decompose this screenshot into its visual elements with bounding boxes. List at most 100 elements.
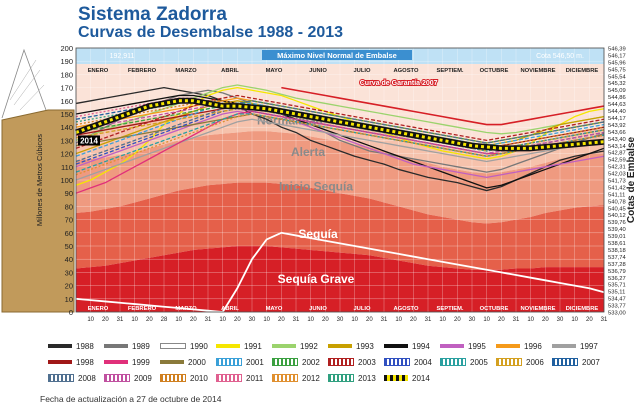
legend-item: 1996	[496, 340, 542, 352]
y-tick-label: 140	[60, 123, 73, 132]
zone-label: Sequía Grave	[278, 272, 355, 286]
month-label-bottom: OCTUBRE	[480, 306, 509, 312]
legend-label: 1997	[580, 341, 598, 351]
legend-label: 1990	[190, 341, 208, 351]
y2-tick-label: 537,28	[608, 262, 626, 268]
y-tick-label: 80	[65, 202, 73, 211]
legend-label: 1996	[524, 341, 542, 351]
legend-label: 1988	[76, 341, 94, 351]
legend-swatch	[496, 358, 522, 366]
x-tick-label: 10	[87, 317, 94, 323]
y-tick-label: 190	[60, 57, 73, 66]
x-tick-label: 28	[161, 317, 168, 323]
legend-item: 1999	[104, 356, 150, 368]
x-tick-label: 10	[527, 317, 534, 323]
y-tick-label: 200	[60, 44, 73, 53]
y-tick-label: 110	[61, 163, 73, 172]
x-tick-label: 10	[571, 317, 578, 323]
y2-tick-label: 536,27	[608, 276, 626, 282]
month-label: MAYO	[266, 68, 283, 74]
series-line	[75, 231, 605, 313]
zone-label: Inicio Sequía	[279, 180, 353, 194]
y2-tick-label: 539,01	[608, 234, 626, 240]
legend-item: 2013	[328, 372, 376, 384]
y2-tick-label: 544,40	[608, 109, 626, 115]
legend-swatch	[216, 344, 240, 348]
legend-swatch	[328, 358, 354, 366]
legend-label: 2009	[134, 373, 152, 383]
legend-label: 1992	[300, 341, 318, 351]
legend-swatch	[384, 344, 408, 348]
x-tick-label: 31	[205, 317, 212, 323]
month-label-bottom: JUNIO	[309, 306, 327, 312]
legend-swatch	[328, 374, 354, 382]
legend-item: 1991	[216, 340, 262, 352]
x-tick-label: 10	[483, 317, 490, 323]
series-line	[75, 94, 605, 149]
x-tick-label: 31	[601, 317, 608, 323]
y2-tick-label: 542,59	[608, 158, 626, 164]
x-tick-label: 30	[337, 317, 344, 323]
legend-label: 1999	[132, 357, 150, 367]
x-tick-label: 20	[190, 317, 197, 323]
legend-item: 1989	[104, 340, 150, 352]
y2-tick-label: 542,03	[608, 172, 626, 178]
legend-swatch	[384, 358, 410, 366]
legend-item: 1998	[48, 356, 94, 368]
y-tick-label: 20	[65, 282, 73, 291]
legend-label: 2002	[302, 357, 320, 367]
legend-swatch	[272, 374, 298, 382]
y2-tick-label: 536,79	[608, 269, 626, 275]
legend-swatch	[216, 358, 242, 366]
y2-tick-label: 540,78	[608, 199, 626, 205]
legend-swatch	[48, 374, 74, 382]
series-line	[75, 110, 605, 179]
month-label: DICIEMBRE	[566, 68, 599, 74]
y-tick-label: 70	[65, 216, 73, 225]
x-tick-label: 10	[263, 317, 270, 323]
y2-tick-label: 537,74	[608, 255, 627, 261]
x-tick-label: 20	[542, 317, 549, 323]
month-label-bottom: FEBRERO	[128, 306, 157, 312]
y2-tick-label: 543,40	[608, 137, 626, 143]
y-tick-label: 130	[60, 136, 73, 145]
series-line	[75, 113, 605, 173]
y-axis-label: Millones de Metros Cúbicos	[35, 134, 44, 226]
legend-label: 2011	[246, 373, 264, 383]
y2-tick-label: 535,11	[608, 290, 625, 296]
x-tick-label: 10	[395, 317, 402, 323]
legend-item: 1994	[384, 340, 430, 352]
y-tick-label: 10	[65, 295, 73, 304]
x-tick-label: 20	[586, 317, 593, 323]
legend-label: 2014	[412, 373, 430, 383]
month-label-bottom: DICIEMBRE	[566, 306, 599, 312]
update-note: Fecha de actualización a 27 de octubre d…	[40, 394, 222, 404]
month-label-bottom: ABRIL	[221, 306, 239, 312]
legend-item: 2004	[384, 356, 432, 368]
legend-item: 2005	[440, 356, 488, 368]
legend-label: 1991	[244, 341, 262, 351]
y2-tick-label: 546,39	[608, 47, 626, 53]
legend-swatch	[384, 375, 408, 381]
legend-label: 2006	[526, 357, 544, 367]
y2-axis-label: Cotas de Embalse	[626, 136, 637, 223]
month-label: ABRIL	[221, 68, 239, 74]
y2-tick-label: 545,32	[608, 81, 626, 87]
x-tick-label: 31	[381, 317, 388, 323]
x-tick-label: 10	[439, 317, 446, 323]
month-label-bottom: SEPTIEM.	[436, 306, 463, 312]
month-label: FEBRERO	[128, 68, 157, 74]
x-tick-label: 10	[307, 317, 314, 323]
y2-tick-label: 545,09	[608, 88, 626, 94]
series-line	[75, 100, 605, 144]
legend-item: 2011	[216, 372, 263, 384]
x-tick-label: 20	[322, 317, 329, 323]
legend-label: 2012	[302, 373, 320, 383]
y2-tick-label: 543,14	[608, 144, 627, 150]
legend-item: 2000	[160, 356, 206, 368]
legend-swatch	[104, 374, 130, 382]
legend-swatch	[552, 344, 576, 348]
legend-item: 1997	[552, 340, 598, 352]
y-tick-label: 0	[69, 308, 73, 317]
legend-swatch	[440, 344, 464, 348]
